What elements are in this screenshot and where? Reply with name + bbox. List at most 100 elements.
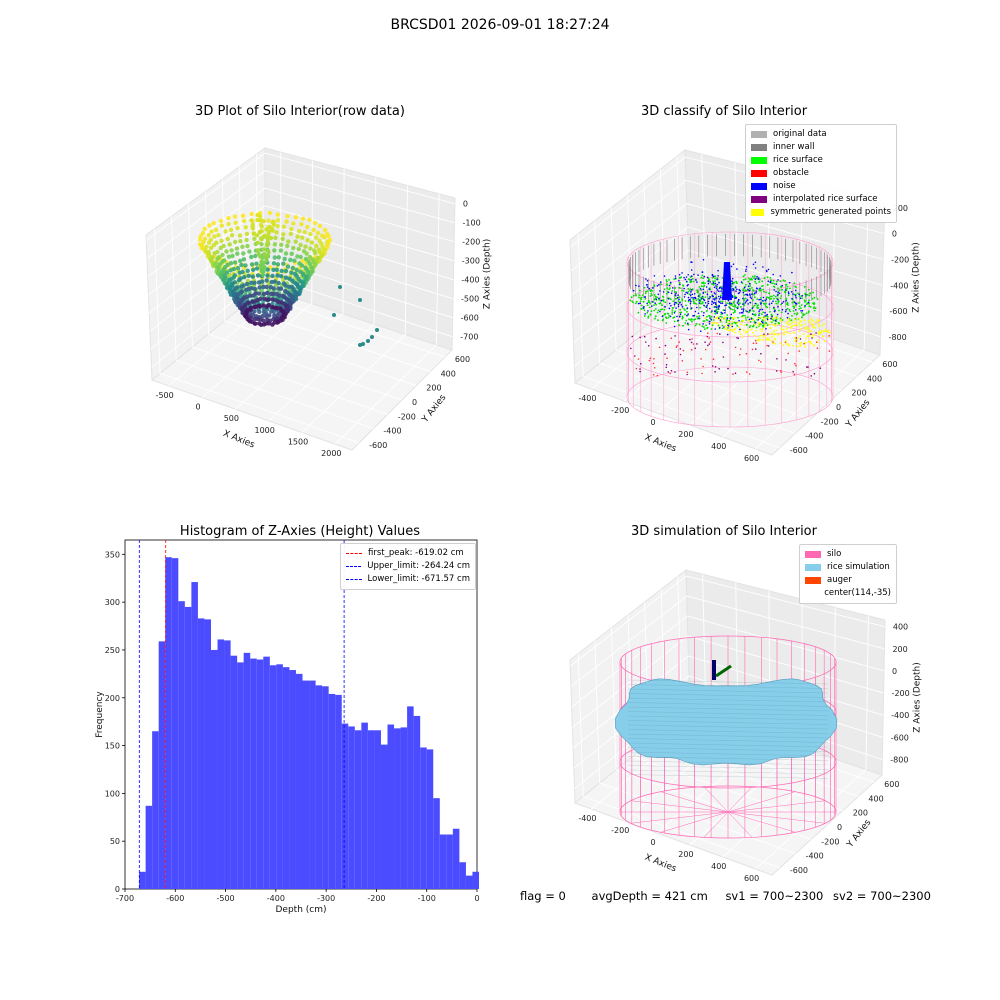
raw-point (249, 218, 254, 223)
cls-x-grid (755, 195, 869, 450)
cls-symmetric-point (762, 339, 764, 341)
cls-rice-point (665, 322, 668, 324)
sv2-text: sv2 = 700~2300 (833, 889, 931, 903)
cls-noise-point (774, 309, 776, 312)
cls-rice-point (730, 308, 732, 310)
cls-rice-point (695, 303, 698, 305)
cls-other-point (634, 355, 636, 357)
cls-symmetric-point (800, 341, 802, 344)
raw-point (297, 229, 302, 234)
sim-y-tick: -200 (821, 837, 839, 846)
cls-y-label: Y Axies (844, 398, 873, 431)
cls-noise-point (702, 323, 704, 325)
cls-rice-point (758, 312, 761, 315)
cls-symmetric-point (729, 326, 731, 329)
cls-other-point (716, 332, 719, 335)
cls-noise-point (705, 306, 708, 309)
cls-noise-point (768, 303, 771, 305)
cls-noise-point (643, 305, 645, 308)
cls-other-point (643, 335, 646, 338)
raw-point (206, 233, 211, 238)
cls-noise-point (769, 281, 771, 284)
cls-noise-point (667, 291, 670, 294)
cls-rice-point (691, 318, 693, 321)
raw-point (219, 238, 224, 243)
raw-point (260, 279, 265, 284)
cls-rice-point (692, 301, 695, 303)
raw-plot-title: 3D Plot of Silo Interior(row data) (195, 104, 405, 119)
cls-rice-point (684, 309, 686, 312)
raw-y-tick: -400 (383, 427, 401, 436)
cls-rice-point (715, 304, 718, 307)
raw-z-grid (146, 170, 455, 259)
raw-point (283, 268, 289, 274)
cls-other-point (795, 340, 798, 342)
cls-rice-point (681, 298, 683, 301)
sim-rice-mesh (627, 738, 829, 743)
cls-noise-point (691, 296, 693, 299)
hist-bar (315, 685, 323, 889)
cls-symmetric-point (760, 334, 762, 337)
cls-noise-point (717, 300, 720, 303)
cls-rice-point (766, 316, 769, 318)
cls-other-point (690, 341, 693, 344)
cls-other-point (691, 338, 693, 340)
cls-rice-point (736, 325, 739, 327)
raw-point (261, 309, 267, 315)
cls-rice-point (651, 290, 653, 292)
cls-rice-point (766, 276, 769, 279)
cls-rice-point (663, 288, 666, 291)
cls-other-point (763, 333, 765, 336)
cls-noise-point (760, 298, 762, 301)
cls-symmetric-point (789, 323, 792, 325)
cls-symmetric-point (791, 321, 794, 324)
cls-symmetric-point (786, 328, 788, 330)
cls-noise-point (683, 276, 685, 279)
raw-point (257, 321, 262, 326)
raw-point (226, 254, 232, 259)
cls-rice-point (765, 302, 767, 305)
cls-other-point (714, 371, 716, 373)
sim-y-tick: 0 (837, 823, 842, 832)
cls-symmetric-point (812, 344, 815, 346)
cls-other-point (754, 339, 757, 342)
cls-rice-point (809, 292, 812, 295)
raw-y-tick: -200 (398, 412, 416, 421)
cls-noise-point (751, 307, 754, 310)
cls-symmetric-point (785, 343, 788, 345)
raw-z-tick: -700 (460, 333, 478, 342)
sim-z-tick: 0 (892, 667, 897, 676)
cls-noise-point (764, 311, 766, 314)
cls-y-tick: 0 (836, 403, 841, 412)
cls-z-tick: 200 (893, 204, 908, 213)
sim-rice-mesh (627, 720, 829, 725)
cls-noise-point (713, 286, 716, 289)
cls-noise-point (740, 281, 743, 283)
cls-rice-point (714, 275, 717, 278)
cls-noise-point (646, 286, 649, 288)
cls-other-point (690, 349, 693, 351)
cls-rice-point (681, 317, 684, 320)
raw-z-grid (151, 275, 453, 368)
cls-rice-point (668, 279, 670, 281)
simulation-legend: silo rice simulation auger center(114,-35) (799, 544, 897, 604)
cls-rice-point (725, 321, 728, 324)
cls-rice-point (705, 324, 707, 327)
cls-noise-point (756, 275, 758, 278)
cls-rice-point (719, 294, 722, 297)
cls-rice-point (689, 319, 692, 321)
cls-noise-point (718, 290, 720, 293)
cls-x-tick: 200 (678, 430, 693, 439)
cls-noise-point (749, 293, 751, 295)
raw-point (252, 316, 258, 322)
cls-z-label: Z Axies (Depth) (912, 242, 922, 313)
cls-rice-point (665, 292, 668, 295)
sim-rice-mesh (627, 706, 829, 712)
cls-noise-point (712, 295, 714, 298)
cls-symmetric-point (769, 333, 771, 335)
cls-noise-point (737, 300, 739, 302)
raw-point (279, 274, 284, 279)
raw-z-tick: -300 (462, 257, 480, 266)
raw-point (277, 293, 282, 298)
cls-other-point (803, 342, 805, 345)
